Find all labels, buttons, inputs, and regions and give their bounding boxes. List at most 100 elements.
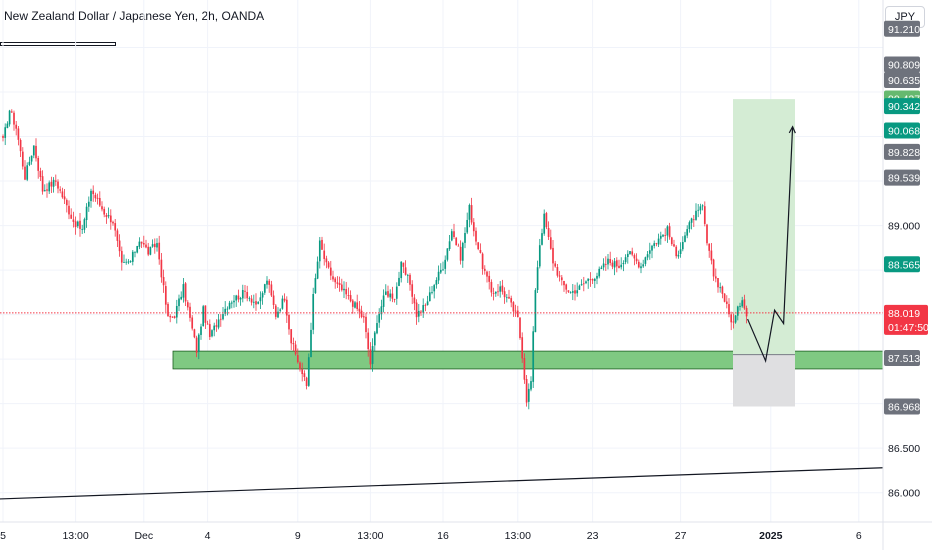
candle-body <box>129 261 132 263</box>
candle <box>191 315 194 331</box>
candle <box>688 220 691 233</box>
candle-body <box>593 278 596 281</box>
candle-body <box>477 242 480 250</box>
candle <box>642 259 645 268</box>
candle <box>717 277 719 293</box>
candle-body <box>488 275 491 282</box>
candle-body <box>633 255 636 259</box>
candle <box>525 375 528 407</box>
candle-body <box>644 257 647 264</box>
candle-body <box>574 290 576 294</box>
candle-body <box>90 190 92 202</box>
candle-body <box>215 325 218 327</box>
candle-body <box>723 293 726 302</box>
candle-body <box>536 267 539 290</box>
candle-body <box>435 280 438 285</box>
candle <box>695 203 697 221</box>
candle-body <box>230 302 233 304</box>
candle-body <box>213 325 216 331</box>
candle-body <box>57 181 59 189</box>
candle <box>699 203 702 215</box>
candle-body <box>70 214 73 219</box>
candle-body <box>420 311 422 313</box>
candle <box>536 260 539 293</box>
candle-body <box>519 317 521 338</box>
candle-body <box>351 300 354 307</box>
candle-body <box>629 251 631 255</box>
candle <box>692 215 695 228</box>
candle-body <box>2 136 4 138</box>
candle-body <box>450 231 453 241</box>
candle <box>681 236 684 252</box>
candle <box>195 335 198 358</box>
candle-body <box>85 206 88 221</box>
candle <box>299 361 301 372</box>
candle-body <box>459 246 462 261</box>
candle-body <box>6 123 9 129</box>
candle-body <box>4 127 7 138</box>
candle-body <box>554 263 557 267</box>
candle <box>63 189 66 204</box>
candle <box>512 301 515 317</box>
candle <box>266 276 268 289</box>
candle <box>255 293 257 311</box>
candle-body <box>189 306 191 318</box>
candle-body <box>475 230 477 242</box>
candle-body <box>59 189 62 191</box>
candle <box>178 294 180 312</box>
candle <box>659 231 662 245</box>
candle <box>609 251 612 266</box>
candle <box>582 276 585 292</box>
candle-body <box>675 246 678 257</box>
candle-body <box>228 302 231 309</box>
candle-body <box>180 296 183 300</box>
candle-body <box>200 326 202 335</box>
candle <box>530 376 532 392</box>
candle <box>153 238 156 254</box>
candle-body <box>615 260 618 267</box>
candle <box>384 284 387 296</box>
candle <box>263 283 266 295</box>
candle <box>393 298 396 303</box>
candle-body <box>589 279 592 280</box>
candle <box>39 167 42 182</box>
candle-body <box>679 249 682 254</box>
candle <box>233 294 235 308</box>
candle <box>453 223 455 239</box>
candle-body <box>640 266 642 269</box>
candle <box>43 184 46 192</box>
price-badges: 91.21090.80990.63590.42790.34290.06889.8… <box>884 20 929 415</box>
candle-body <box>109 215 112 223</box>
candle <box>305 376 308 390</box>
candle <box>589 272 592 287</box>
candle <box>497 284 499 297</box>
candle-body <box>422 305 425 313</box>
candle-body <box>653 243 656 246</box>
candle-body <box>673 244 675 247</box>
candle <box>415 299 418 325</box>
candle-body <box>426 301 429 306</box>
candle <box>565 283 568 294</box>
candle-body <box>684 235 686 242</box>
candle <box>151 239 154 248</box>
candle <box>494 291 497 297</box>
candle <box>703 201 706 227</box>
candle-body <box>241 290 244 299</box>
candle <box>145 239 147 249</box>
candle-body <box>686 229 689 236</box>
candle-body <box>285 299 288 316</box>
candle <box>389 289 392 302</box>
candle <box>653 240 656 249</box>
candle <box>351 299 354 314</box>
candle <box>402 262 405 273</box>
candle <box>4 123 7 146</box>
price-badge: 90.068 <box>884 122 920 139</box>
current-price-value: 88.019 <box>888 308 920 320</box>
price-badge-label: 91.210 <box>888 24 920 36</box>
candle-body <box>470 205 473 223</box>
candle <box>580 279 583 286</box>
candle-body <box>563 280 565 286</box>
candle-body <box>202 306 205 326</box>
candle <box>631 247 634 257</box>
